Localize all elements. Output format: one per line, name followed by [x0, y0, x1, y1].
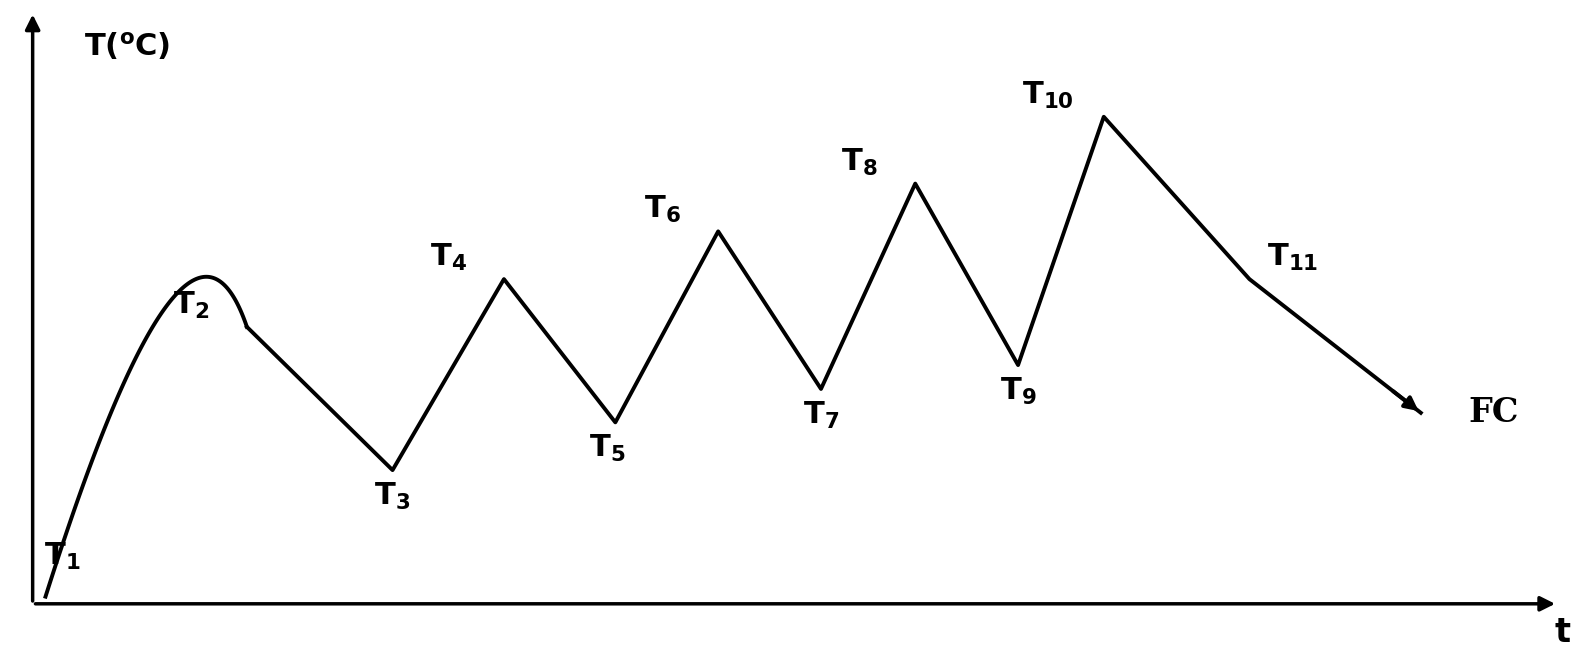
Text: $\mathbf{T_{3}}$: $\mathbf{T_{3}}$	[375, 481, 411, 512]
Text: $\mathbf{T_{9}}$: $\mathbf{T_{9}}$	[1000, 376, 1036, 407]
Text: $\mathbf{t}$: $\mathbf{t}$	[1554, 616, 1571, 649]
Text: $\mathbf{T_{5}}$: $\mathbf{T_{5}}$	[589, 433, 625, 464]
Text: $\mathbf{T_{7}}$: $\mathbf{T_{7}}$	[804, 400, 838, 431]
Text: $\mathbf{T_{4}}$: $\mathbf{T_{4}}$	[430, 242, 467, 273]
Text: $\mathbf{T_{11}}$: $\mathbf{T_{11}}$	[1267, 242, 1318, 273]
Text: FC: FC	[1468, 396, 1519, 429]
Text: $\mathbf{T(^oC)}$: $\mathbf{T(^oC)}$	[84, 31, 171, 63]
Text: $\mathbf{T_{8}}$: $\mathbf{T_{8}}$	[842, 147, 878, 178]
Text: $\mathbf{T_{2}}$: $\mathbf{T_{2}}$	[172, 290, 209, 321]
Text: $\mathbf{T_{6}}$: $\mathbf{T_{6}}$	[644, 195, 680, 225]
Text: $\mathbf{T_{10}}$: $\mathbf{T_{10}}$	[1022, 80, 1074, 111]
Text: $\mathbf{T_{1}}$: $\mathbf{T_{1}}$	[44, 540, 81, 572]
